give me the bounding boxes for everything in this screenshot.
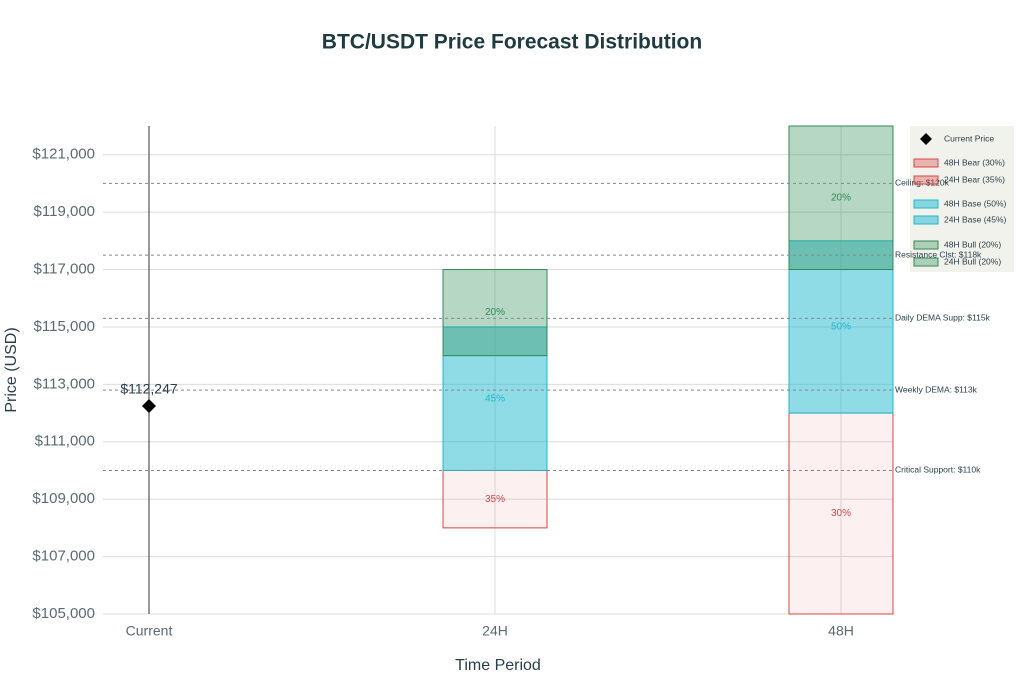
legend-marker [920, 133, 932, 145]
legend-label: 48H Base (50%) [944, 198, 1007, 208]
bar-label: 35% [485, 494, 505, 505]
bar-label: 20% [485, 307, 505, 318]
legend-swatch [913, 158, 939, 168]
reference-label: Resistance Clst: $118k [895, 249, 982, 259]
legend-swatch [913, 257, 939, 267]
reference-label: Weekly DEMA: $113k [895, 384, 978, 394]
legend-swatch [913, 175, 939, 185]
y-tick-label: $105,000 [32, 605, 95, 622]
x-axis-title: Time Period [455, 657, 541, 674]
y-tick-label: $119,000 [34, 203, 95, 220]
legend-label: 24H Bear (35%) [944, 174, 1005, 184]
y-tick-label: $121,000 [32, 146, 95, 163]
legend-swatch [913, 199, 939, 209]
reference-label: Ceiling: $120k [895, 178, 950, 188]
bar-label: 50% [831, 322, 851, 333]
legend-box [910, 126, 1014, 272]
bar-label: 20% [831, 192, 851, 203]
x-tick-label: Current [126, 623, 173, 639]
reference-label: Critical Support: $110k [895, 465, 981, 475]
x-tick-label: 24H [482, 623, 508, 639]
bar-label: 45% [485, 393, 505, 404]
range-bar [442, 469, 548, 529]
y-tick-label: $115,000 [34, 318, 95, 335]
y-tick-label: $109,000 [32, 490, 95, 507]
current-price-marker [142, 398, 156, 413]
reference-label: Daily DEMA Supp: $115k [895, 313, 991, 323]
range-bar [442, 326, 548, 471]
legend-swatch [913, 215, 939, 225]
legend-label: Current Price [944, 133, 994, 143]
bar-label: 30% [831, 508, 851, 519]
legend-label: 48H Bear (30%) [944, 157, 1005, 167]
current-price-label: $112,247 [120, 381, 178, 397]
y-tick-label: $111,000 [35, 433, 95, 450]
y-axis-title: Price (USD) [3, 327, 20, 412]
y-tick-label: $117,000 [34, 260, 95, 277]
legend-label: 24H Base (45%) [944, 214, 1007, 224]
x-tick-label: 48H [828, 623, 854, 639]
legend-swatch [913, 240, 939, 250]
y-tick-label: $107,000 [32, 548, 95, 565]
legend-label: 24H Bull (20%) [944, 256, 1001, 266]
range-bar [442, 269, 548, 357]
chart-title: BTC/USDT Price Forecast Distribution [322, 31, 702, 54]
legend-label: 48H Bull (20%) [944, 239, 1001, 249]
y-tick-label: $113,000 [34, 375, 95, 392]
range-bar [788, 125, 894, 271]
range-bar [788, 412, 894, 615]
